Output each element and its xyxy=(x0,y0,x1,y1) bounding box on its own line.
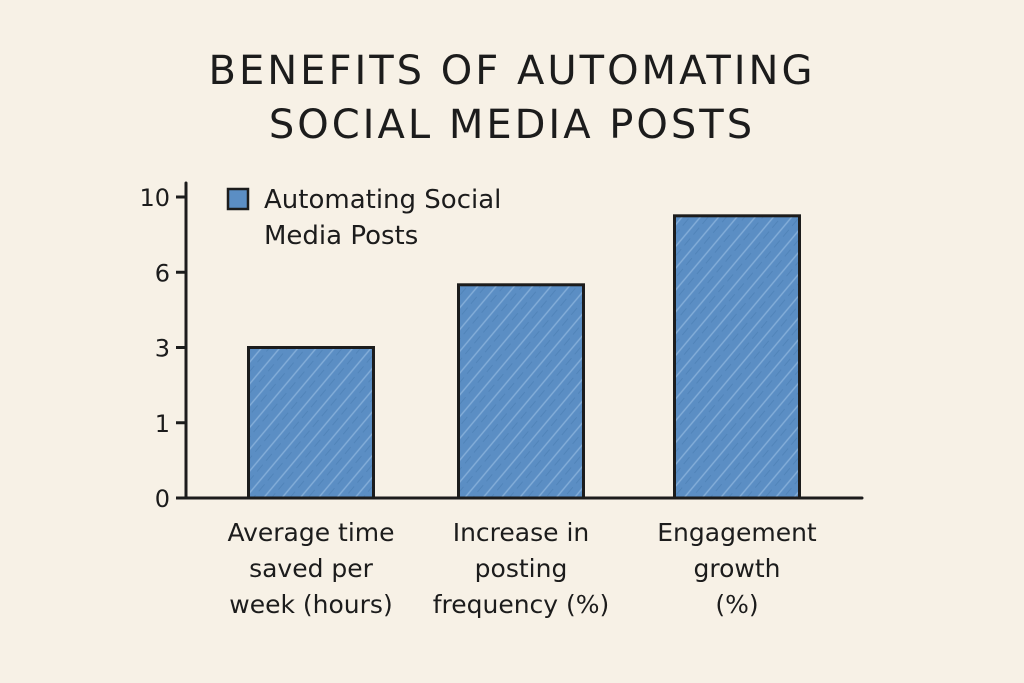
category-label: saved per xyxy=(249,554,374,583)
category-label: growth xyxy=(694,554,781,583)
chart-title: Benefits of Automating Social Media Post… xyxy=(0,44,1024,152)
chart-title-line-2: Social Media Posts xyxy=(268,102,756,148)
y-tick-label: 10 xyxy=(139,184,170,212)
y-tick-label: 6 xyxy=(155,259,170,287)
legend-label: Automating Social xyxy=(264,185,501,215)
category-label: frequency (%) xyxy=(433,590,610,619)
y-tick-label: 0 xyxy=(155,485,170,513)
y-tick-label: 1 xyxy=(155,410,170,438)
bar xyxy=(673,214,801,500)
chart-title-line-1: Benefits of Automating xyxy=(208,48,816,94)
bars: Average time saved per week (hours) Increas… xyxy=(227,214,817,619)
legend-label: Media Posts xyxy=(264,221,418,251)
category-label: Increase in xyxy=(453,518,590,547)
bar xyxy=(457,283,585,500)
y-tick-label: 3 xyxy=(155,335,170,363)
category-label: posting xyxy=(475,554,568,583)
category-label: Average time xyxy=(227,518,394,547)
legend-swatch xyxy=(226,187,250,211)
category-label: week (hours) xyxy=(229,590,392,619)
category-label: (%) xyxy=(715,590,758,619)
legend: Automating Social Media Posts xyxy=(226,185,501,251)
category-label: Engagement xyxy=(657,518,817,547)
bar xyxy=(247,346,375,500)
